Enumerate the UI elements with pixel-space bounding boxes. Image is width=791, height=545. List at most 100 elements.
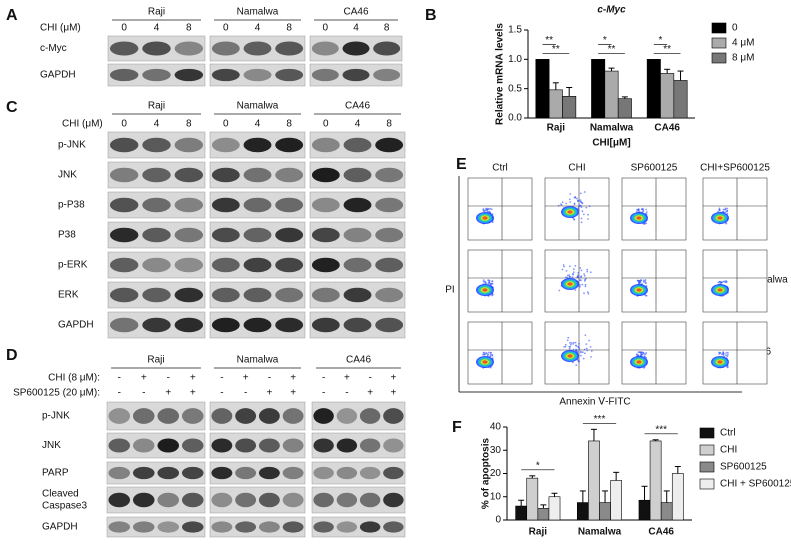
flow-event bbox=[583, 348, 586, 351]
flow-event bbox=[565, 270, 568, 272]
flow-event bbox=[566, 274, 569, 277]
blot-band bbox=[181, 438, 204, 453]
legend-swatch bbox=[699, 461, 715, 473]
flow-event bbox=[637, 209, 640, 212]
blot-band bbox=[174, 317, 204, 333]
panel-letter: F bbox=[452, 419, 462, 436]
blot-band bbox=[235, 492, 257, 508]
flow-density bbox=[636, 360, 642, 364]
blot-band bbox=[211, 41, 240, 56]
flow-event bbox=[587, 292, 590, 295]
treatment-label: CHI (μM) bbox=[40, 23, 81, 34]
error-bar bbox=[529, 475, 536, 479]
blot-band bbox=[359, 466, 381, 480]
treatment-mark: + bbox=[344, 373, 350, 384]
flow-event bbox=[580, 354, 582, 357]
treatment-mark: + bbox=[390, 373, 396, 384]
bar bbox=[660, 73, 675, 119]
blot-band bbox=[258, 521, 280, 533]
flow-event bbox=[568, 345, 571, 348]
blot-band bbox=[282, 438, 304, 453]
error-bar bbox=[608, 67, 615, 72]
blot-band bbox=[282, 466, 304, 480]
flow-event bbox=[587, 213, 589, 216]
flow-event bbox=[583, 292, 585, 295]
blot-band bbox=[211, 287, 240, 303]
blot-band bbox=[211, 466, 233, 480]
y-tick-label: 10 bbox=[490, 491, 502, 502]
blot-band bbox=[174, 68, 204, 82]
flow-density bbox=[567, 282, 573, 286]
flow-event bbox=[573, 196, 576, 199]
error-bar bbox=[552, 82, 559, 90]
flow-event bbox=[568, 274, 571, 276]
blot-band bbox=[343, 227, 372, 243]
bar bbox=[599, 502, 611, 521]
flow-event bbox=[490, 353, 492, 356]
blot-band bbox=[243, 227, 272, 243]
treatment-mark: - bbox=[220, 388, 223, 399]
error-bar bbox=[566, 86, 573, 97]
flow-event bbox=[587, 218, 589, 220]
row-label: GAPDH bbox=[42, 522, 78, 533]
flow-event bbox=[725, 352, 727, 354]
flow-event bbox=[489, 351, 492, 354]
flow-event bbox=[585, 347, 588, 350]
blot-band bbox=[109, 317, 139, 333]
flow-event bbox=[643, 279, 645, 282]
flow-event bbox=[583, 273, 585, 275]
flow-event bbox=[561, 201, 564, 204]
flow-event bbox=[636, 279, 639, 282]
flow-event bbox=[487, 210, 489, 213]
bar bbox=[649, 440, 662, 521]
flow-event bbox=[566, 276, 569, 279]
condition-label: CHI bbox=[568, 163, 585, 174]
blot-band bbox=[311, 68, 339, 82]
flow-event bbox=[585, 206, 588, 209]
flow-event bbox=[727, 353, 729, 356]
blot-band bbox=[243, 137, 272, 153]
dose-label: 4 bbox=[353, 23, 359, 34]
blot-band bbox=[142, 41, 171, 56]
flow-event bbox=[491, 221, 494, 224]
treatment-mark: - bbox=[167, 373, 170, 384]
flow-event bbox=[570, 342, 573, 344]
axis-label: PI bbox=[445, 285, 454, 296]
blot-band bbox=[336, 521, 358, 533]
flow-event bbox=[585, 277, 587, 280]
blot-band bbox=[142, 317, 171, 333]
blot-band bbox=[275, 257, 304, 273]
blot-band bbox=[375, 167, 404, 183]
flow-event bbox=[583, 191, 586, 193]
row-label: Caspase3 bbox=[42, 501, 87, 512]
treatment-mark: + bbox=[190, 388, 196, 399]
bar bbox=[591, 59, 606, 119]
blot-band bbox=[211, 438, 233, 453]
flow-event bbox=[588, 339, 590, 342]
cell-line-label: CA46 bbox=[345, 101, 370, 112]
x-tick-label: Namalwa bbox=[590, 123, 634, 134]
blot-band bbox=[375, 137, 404, 153]
blot-band bbox=[275, 287, 304, 303]
blot-band bbox=[142, 287, 171, 303]
dose-label: 4 bbox=[154, 119, 160, 130]
flow-density bbox=[717, 360, 723, 364]
flow-event bbox=[644, 282, 647, 284]
flow-event bbox=[484, 353, 487, 355]
error-bar bbox=[613, 471, 620, 481]
flow-plot bbox=[467, 249, 533, 313]
flow-event bbox=[718, 209, 721, 211]
flow-density bbox=[482, 288, 488, 292]
error-bar bbox=[551, 492, 558, 497]
blot-band bbox=[383, 408, 404, 424]
flow-event bbox=[579, 192, 582, 195]
blot-band bbox=[243, 197, 272, 213]
blot-band bbox=[174, 41, 204, 56]
blot-band bbox=[343, 197, 372, 213]
treatment-mark: - bbox=[345, 388, 348, 399]
blot-band bbox=[174, 287, 204, 303]
treatment-mark: - bbox=[142, 388, 145, 399]
dose-label: 4 bbox=[154, 23, 160, 34]
flow-density bbox=[636, 216, 642, 220]
y-tick-label: 0.5 bbox=[508, 83, 522, 94]
